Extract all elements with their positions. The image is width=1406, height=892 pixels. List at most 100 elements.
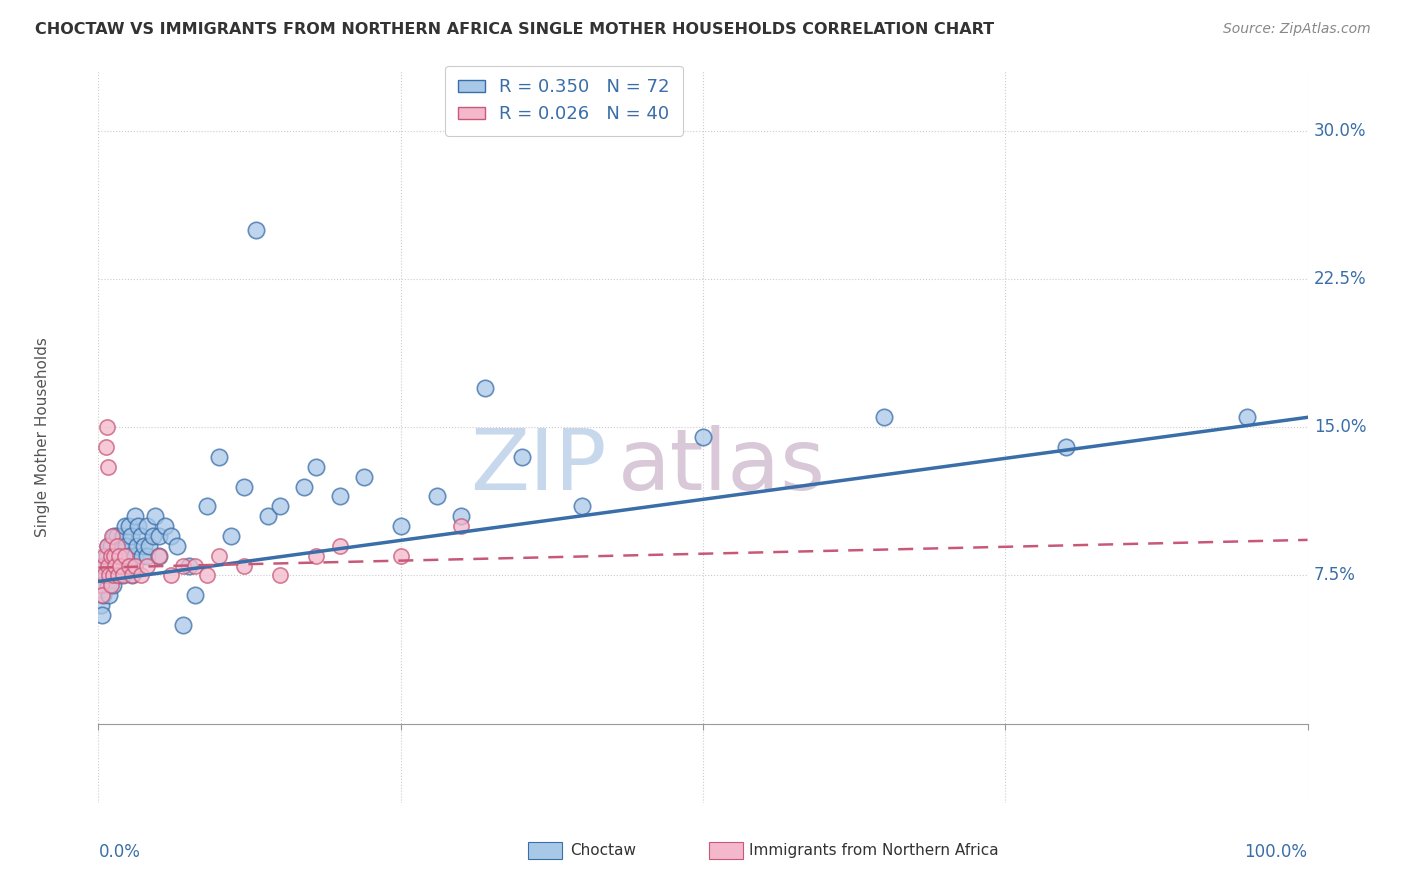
Point <box>135 558 157 573</box>
Point <box>108 558 131 573</box>
Point <box>221 529 243 543</box>
Point <box>692 430 714 444</box>
Point <box>426 489 449 503</box>
Point <box>107 568 129 582</box>
Point <box>124 558 146 573</box>
Text: ZIP: ZIP <box>470 425 606 508</box>
Point <box>100 529 122 543</box>
Point <box>103 529 125 543</box>
Point <box>184 558 207 573</box>
Point <box>100 549 122 563</box>
Point <box>101 568 124 582</box>
Point <box>96 549 118 563</box>
Text: atlas: atlas <box>619 425 827 508</box>
Point <box>91 588 114 602</box>
Point <box>208 549 231 563</box>
Point <box>100 578 122 592</box>
Point <box>90 598 112 612</box>
Point <box>184 588 207 602</box>
Point <box>245 222 267 236</box>
Point <box>138 539 160 553</box>
Point <box>269 500 291 514</box>
Point <box>389 519 412 533</box>
Point <box>120 529 142 543</box>
Point <box>100 558 122 573</box>
Point <box>115 539 138 553</box>
Point <box>571 500 593 514</box>
Point <box>111 568 134 582</box>
Point <box>232 558 254 573</box>
Point <box>305 549 328 563</box>
Point <box>97 459 120 474</box>
Point <box>91 588 114 602</box>
Point <box>121 568 143 582</box>
Point <box>143 509 166 524</box>
Text: 30.0%: 30.0% <box>1313 121 1367 140</box>
Point <box>108 539 131 553</box>
Point <box>93 558 115 573</box>
Point <box>124 549 146 563</box>
Point <box>118 558 141 573</box>
Text: CHOCTAW VS IMMIGRANTS FROM NORTHERN AFRICA SINGLE MOTHER HOUSEHOLDS CORRELATION : CHOCTAW VS IMMIGRANTS FROM NORTHERN AFRI… <box>35 22 994 37</box>
Point <box>269 568 291 582</box>
Point <box>160 568 183 582</box>
Point <box>94 440 117 454</box>
Point <box>96 420 118 434</box>
Point <box>101 549 124 563</box>
Legend: R = 0.350   N = 72, R = 0.026   N = 40: R = 0.350 N = 72, R = 0.026 N = 40 <box>446 66 682 136</box>
Point <box>98 568 121 582</box>
Point <box>100 568 122 582</box>
Point <box>108 558 131 573</box>
Point <box>153 519 176 533</box>
Text: 100.0%: 100.0% <box>1244 843 1308 861</box>
Point <box>232 479 254 493</box>
Point <box>118 549 141 563</box>
Point <box>134 539 156 553</box>
Point <box>195 568 218 582</box>
Bar <box>709 841 742 859</box>
Point <box>105 539 128 553</box>
Point <box>450 509 472 524</box>
Point <box>97 558 120 573</box>
Point <box>96 539 118 553</box>
Point <box>142 529 165 543</box>
Point <box>121 568 143 582</box>
Text: Source: ZipAtlas.com: Source: ZipAtlas.com <box>1223 22 1371 37</box>
Point <box>93 578 115 592</box>
Point <box>353 469 375 483</box>
Point <box>1236 410 1258 425</box>
Point <box>329 489 352 503</box>
Point <box>110 549 132 563</box>
Point <box>172 558 194 573</box>
Point <box>97 578 120 592</box>
Point <box>127 539 149 553</box>
Point <box>474 381 496 395</box>
Point <box>129 529 152 543</box>
Point <box>292 479 315 493</box>
Point <box>118 519 141 533</box>
Point <box>135 519 157 533</box>
Point <box>160 529 183 543</box>
Point <box>114 519 136 533</box>
Text: 22.5%: 22.5% <box>1313 270 1367 288</box>
Point <box>873 410 896 425</box>
Point <box>208 450 231 464</box>
Point <box>131 549 153 563</box>
Text: 7.5%: 7.5% <box>1313 566 1355 584</box>
Point <box>91 558 114 573</box>
Point <box>114 549 136 563</box>
Point <box>98 588 121 602</box>
Point <box>94 568 117 582</box>
Point <box>148 529 170 543</box>
Point <box>104 558 127 573</box>
Point <box>148 549 170 563</box>
Point <box>450 519 472 533</box>
Point <box>172 618 194 632</box>
Point <box>166 539 188 553</box>
Point <box>1054 440 1077 454</box>
Point <box>111 568 134 582</box>
Point <box>93 549 115 563</box>
Point <box>127 519 149 533</box>
Point <box>510 450 533 464</box>
Point <box>195 500 218 514</box>
